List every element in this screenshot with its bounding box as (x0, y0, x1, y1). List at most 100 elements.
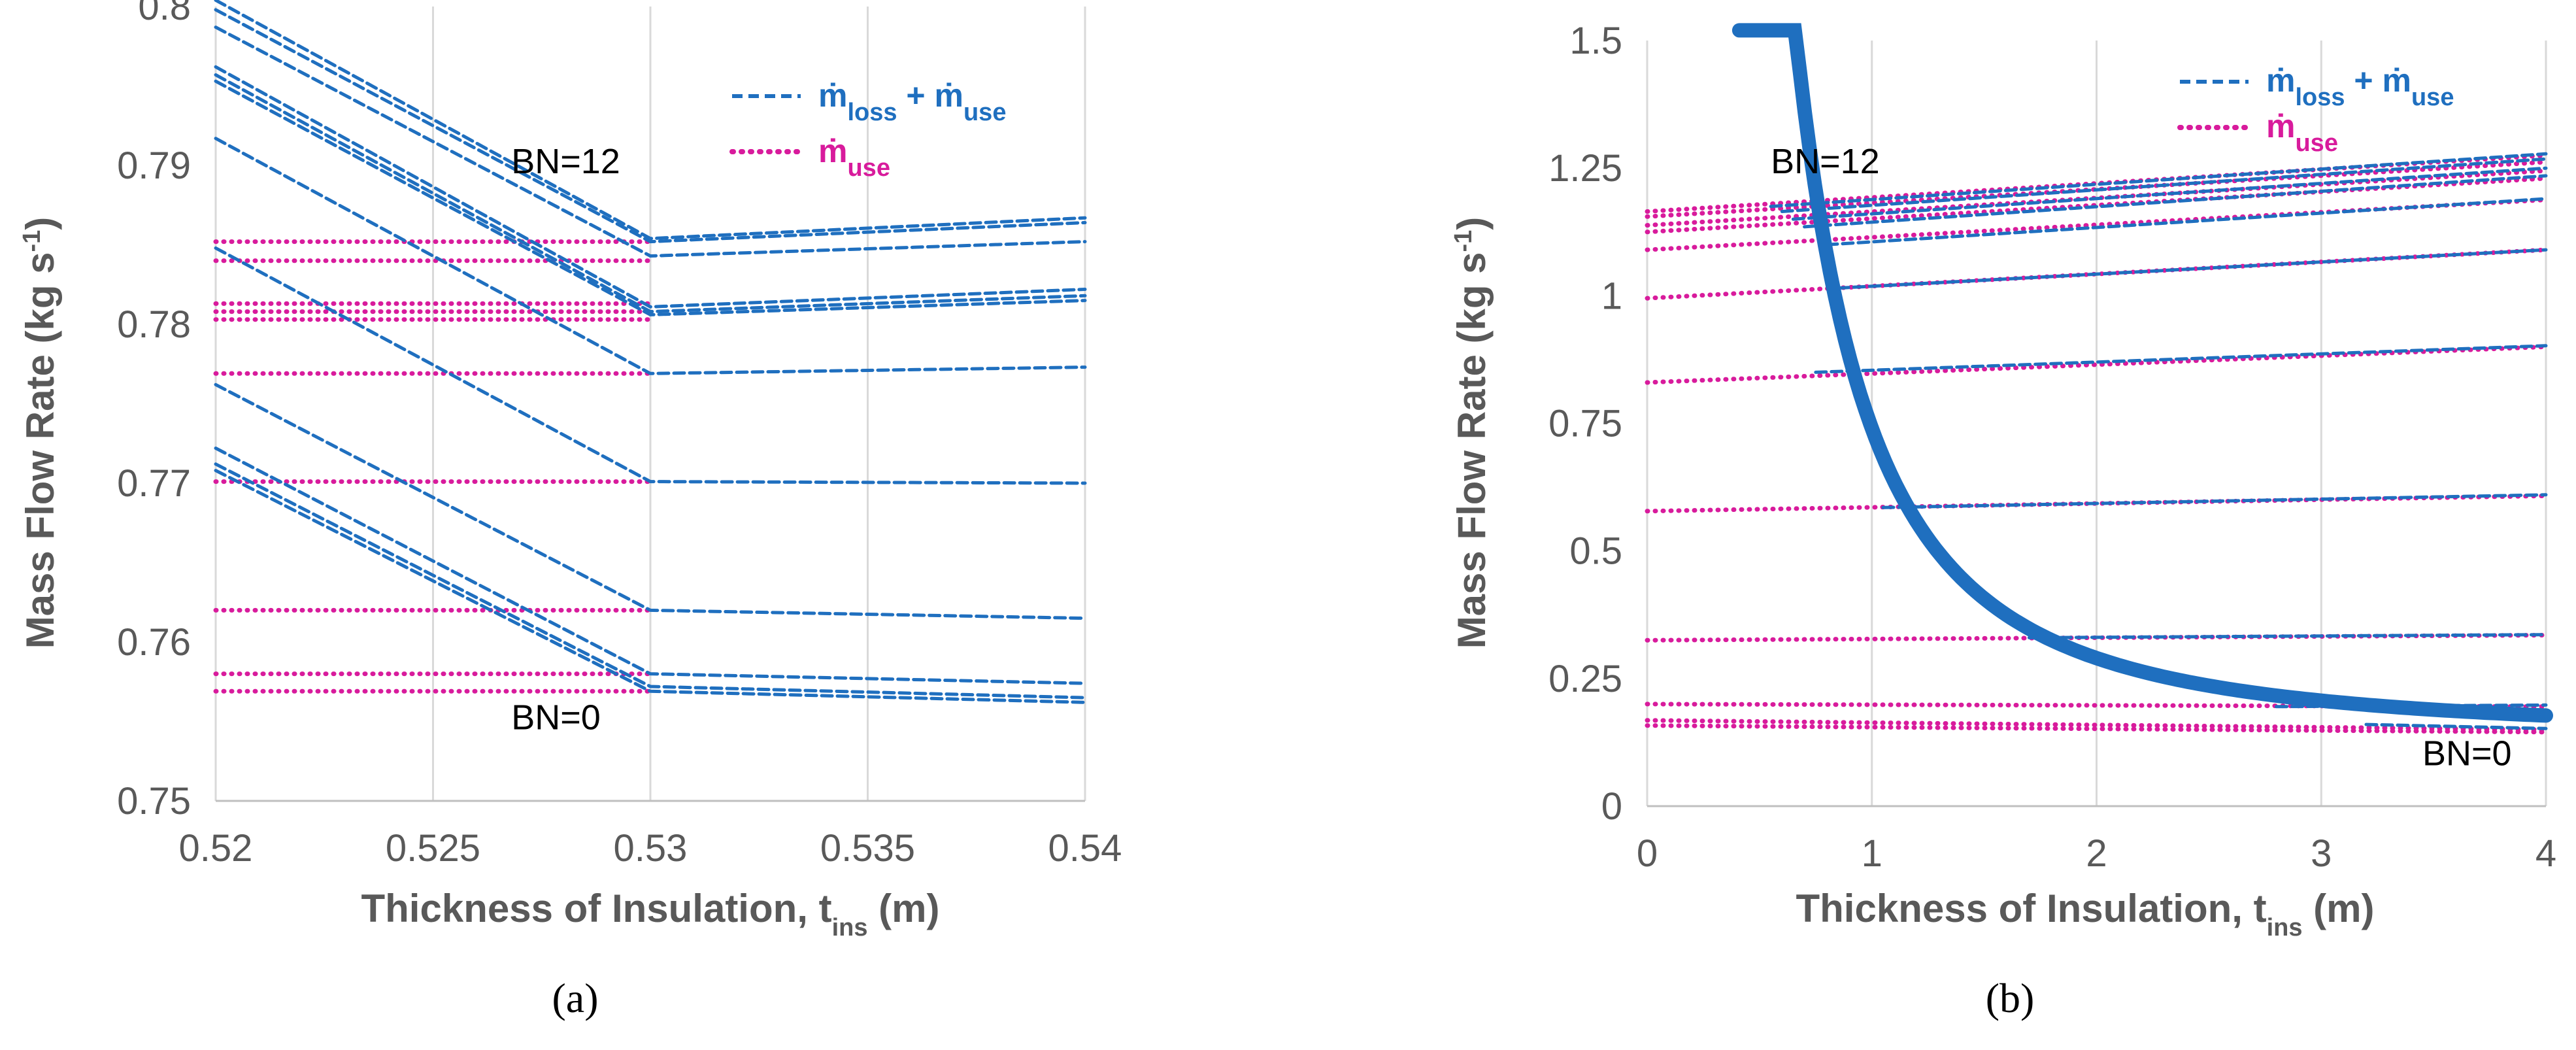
muse-line-b-2 (1645, 168, 2549, 228)
mloss-muse-line-a-5 (214, 79, 1087, 316)
y-axis-title-tail-b: ) (1450, 217, 1494, 230)
muse-line-b-4 (1645, 197, 2549, 252)
y-tick-labels-a: 0.75 0.76 0.77 0.78 0.79 0.8 (117, 0, 191, 822)
legend-label-loss-use-a: ṁloss + ṁuse (818, 77, 1006, 126)
muse-line-b-0 (1645, 153, 2549, 214)
legend-a: ṁloss + ṁuse ṁuse (729, 77, 1006, 182)
mloss-muse-line-a-9 (214, 447, 1087, 685)
mloss-muse-line-b-4 (1825, 197, 2548, 246)
annotation-b-0: BN=12 (1771, 142, 1880, 181)
mloss-muse-line-a-10 (214, 462, 1087, 700)
envelope-curve-b (1731, 23, 2553, 723)
annotation-b-1: BN=0 (2422, 734, 2512, 773)
legend-plus-a: + (897, 77, 935, 114)
x-axis-title-main-b: Thickness of Insulation, t (1796, 887, 2267, 930)
y-tick-label-a-0: 0.75 (117, 780, 191, 822)
mloss-muse-line-a-4 (214, 73, 1087, 314)
y-tick-label-a-3: 0.78 (117, 303, 191, 346)
legend-label-use-a: ṁuse (818, 133, 890, 182)
y-axis-title-sup-a: -1 (18, 230, 46, 252)
x-axis-title-main-a: Thickness of Insulation, t (361, 887, 832, 930)
x-tick-label-a-4: 0.54 (1048, 827, 1122, 870)
x-tick-label-b-4: 4 (2535, 832, 2556, 875)
legend-label-use-b: ṁuse (2266, 108, 2338, 157)
muse-line-b-6 (1645, 344, 2549, 385)
annotation-a-0: BN=12 (511, 142, 620, 181)
series-lines-b (1645, 152, 2549, 735)
legend-label-loss-use-b: ṁloss + ṁuse (2266, 62, 2454, 111)
mloss-muse-line-b-10 (2364, 722, 2548, 730)
y-tick-labels-b: 0 0.25 0.5 0.75 1 1.25 1.5 (1548, 20, 1622, 828)
x-tick-label-b-3: 3 (2311, 832, 2332, 875)
x-tick-label-a-0: 0.52 (179, 827, 253, 870)
x-axis-title-sub-a: ins (832, 914, 868, 941)
legend-m2-b: ṁ (2383, 62, 2411, 99)
y-tick-label-a-1: 0.76 (117, 621, 191, 664)
y-tick-label-b-1: 0.25 (1548, 658, 1622, 700)
y-tick-label-a-4: 0.79 (117, 144, 191, 187)
legend-b: ṁloss + ṁuse ṁuse (2177, 62, 2454, 157)
legend-muse-sub-b: use (2295, 129, 2337, 157)
muse-line-b-1 (1645, 160, 2549, 219)
mloss-muse-line-a-0 (214, 0, 1087, 241)
mloss-muse-line-b-0 (1769, 152, 2548, 209)
series-lines-a (213, 0, 1087, 704)
y-tick-label-b-0: 0 (1601, 785, 1622, 828)
mloss-muse-line-b-3 (1803, 174, 2548, 229)
panel-label-b: (b) (1986, 975, 2035, 1021)
mloss-muse-line-b-6 (1814, 344, 2548, 374)
x-tick-labels-b: 0 1 2 3 4 (1637, 832, 2556, 875)
muse-line-b-3 (1645, 176, 2549, 235)
mloss-muse-line-a-6 (214, 137, 1087, 375)
x-tick-label-a-1: 0.525 (386, 827, 480, 870)
mloss-muse-line-a-3 (214, 65, 1087, 309)
chart-panel-b: 0 0.25 0.5 0.75 1 1.25 1.5 0 1 2 3 4 BN=12 BN=0 Mas… (1450, 20, 2556, 1021)
mloss-muse-line-b-2 (1791, 166, 2548, 221)
muse-line-b-10 (1645, 718, 2549, 732)
y-axis-title-main-a: Mass Flow Rate (kg s (18, 252, 62, 649)
mloss-muse-line-b-8 (2027, 633, 2548, 639)
annotations-a: BN=12 BN=0 (511, 142, 620, 737)
legend-sub2-b: use (2411, 84, 2454, 111)
mloss-muse-line-a-8 (214, 382, 1087, 620)
mloss-muse-line-a-1 (214, 8, 1087, 244)
x-tick-label-b-2: 2 (2086, 832, 2107, 875)
chart-panel-a: 0.750.760.770.780.790.8 0.52 0.525 0.53 0.5… (18, 0, 1122, 1021)
y-tick-label-a-5: 0.8 (138, 0, 191, 28)
legend-m2-a: ṁ (935, 77, 963, 114)
y-tick-label-b-2: 0.5 (1569, 530, 1622, 573)
legend-muse-m-b: ṁ (2266, 108, 2295, 144)
legend-m1-b: ṁ (2266, 62, 2295, 99)
legend-sub1-b: loss (2295, 84, 2345, 111)
muse-line-b-9 (1645, 702, 2549, 709)
legend-muse-m-a: ṁ (818, 133, 847, 169)
legend-sub2-a: use (963, 99, 1006, 126)
mloss-muse-line-a-2 (214, 25, 1087, 258)
mloss-muse-line-a-7 (214, 246, 1087, 485)
legend-m1-a: ṁ (818, 77, 847, 114)
annotations-b: BN=12 BN=0 (1771, 142, 2511, 773)
legend-plus-b: + (2345, 62, 2383, 99)
muse-line-b-11 (1645, 723, 2549, 735)
mloss-muse-line-a-11 (214, 469, 1087, 704)
x-axis-title-tail-a: (m) (868, 887, 940, 930)
x-tick-label-a-3: 0.535 (820, 827, 915, 870)
y-axis-title-main-b: Mass Flow Rate (kg s (1450, 252, 1494, 649)
y-tick-label-a-2: 0.77 (117, 462, 191, 505)
x-tick-labels-a: 0.52 0.525 0.53 0.535 0.54 (179, 827, 1122, 870)
y-tick-label-b-4: 1 (1601, 275, 1622, 317)
x-tick-label-b-1: 1 (1862, 832, 1882, 875)
x-axis-title-b: Thickness of Insulation, tins (m) (1796, 887, 2375, 941)
y-tick-label-b-6: 1.5 (1569, 20, 1622, 62)
annotation-a-1: BN=0 (511, 698, 601, 737)
x-axis-title-sub-b: ins (2267, 914, 2303, 941)
mloss-muse-line-b-7 (1881, 493, 2548, 509)
mloss-muse-line-b-1 (1780, 157, 2548, 213)
y-tick-label-b-5: 1.25 (1548, 147, 1622, 190)
legend-muse-sub-a: use (847, 154, 890, 182)
x-tick-label-b-0: 0 (1637, 832, 1658, 875)
panel-label-a: (a) (552, 975, 598, 1021)
y-tick-label-b-3: 0.75 (1548, 403, 1622, 445)
y-axis-title-tail-a: ) (18, 217, 62, 230)
